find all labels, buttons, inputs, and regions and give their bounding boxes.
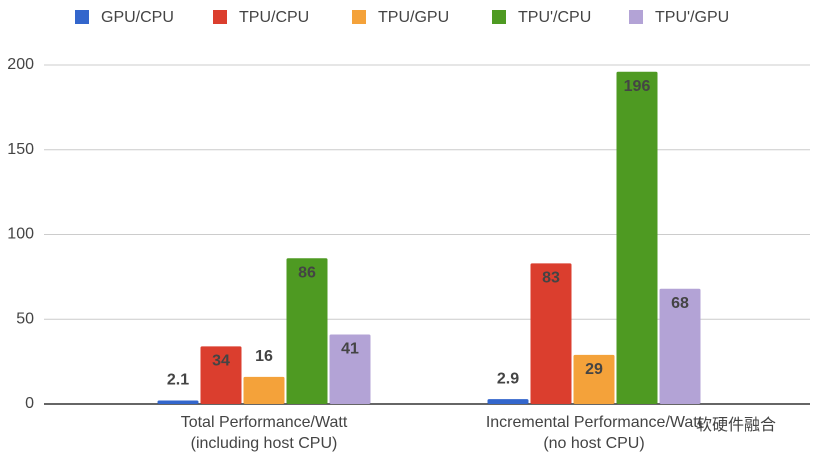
data-label: 34	[212, 353, 230, 370]
data-label: 83	[542, 270, 560, 287]
y-tick-label: 150	[7, 141, 34, 158]
watermark: 软硬件融合	[696, 416, 776, 434]
bar	[573, 354, 615, 404]
legend-swatch	[75, 10, 89, 24]
data-label: 68	[671, 295, 689, 312]
legend-label: GPU/CPU	[101, 9, 174, 26]
legend-swatch	[352, 10, 366, 24]
legend-swatch	[629, 10, 643, 24]
data-label: 196	[624, 78, 651, 95]
legend-swatch	[213, 10, 227, 24]
data-label: 86	[298, 264, 316, 281]
y-tick-label: 100	[7, 226, 34, 243]
y-tick-label: 0	[25, 395, 34, 412]
data-label: 2.9	[497, 370, 519, 387]
legend-label: TPU'/GPU	[655, 9, 729, 26]
bar	[329, 334, 371, 404]
bar	[286, 258, 328, 404]
bar	[616, 71, 658, 404]
data-label: 29	[585, 361, 603, 378]
bar	[200, 346, 242, 404]
bar	[659, 288, 701, 404]
data-label: 2.1	[167, 372, 189, 389]
y-tick-label: 50	[16, 310, 34, 327]
x-tick-label: Total Performance/Watt (including host CP…	[181, 414, 348, 452]
legend-label: TPU/GPU	[378, 9, 449, 26]
legend-label: TPU'/CPU	[518, 9, 591, 26]
bar	[243, 376, 285, 404]
bar	[487, 399, 529, 404]
bar	[157, 400, 199, 404]
legend-swatch	[492, 10, 506, 24]
x-tick-label: Incremental Performance/Watt (no host CPU…	[486, 414, 703, 452]
bar	[530, 263, 572, 404]
data-label: 41	[341, 341, 359, 358]
y-tick-label: 200	[7, 56, 34, 73]
data-label: 16	[255, 348, 273, 365]
legend-label: TPU/CPU	[239, 9, 309, 26]
